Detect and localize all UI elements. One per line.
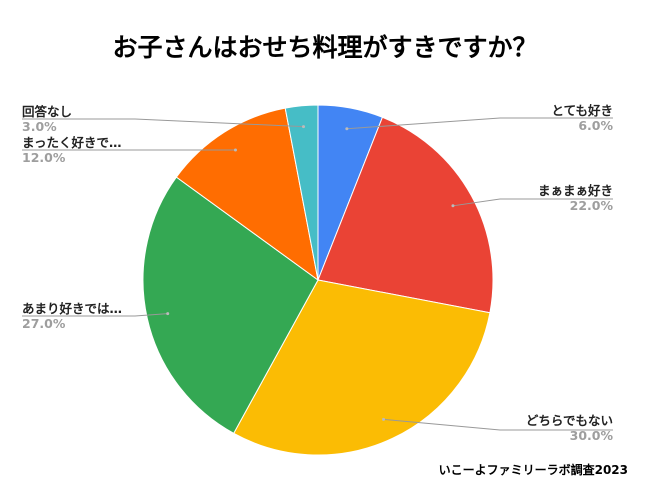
leader-dot-4: [233, 148, 237, 152]
leader-dot-2: [382, 417, 386, 421]
pie-slice-4: [175, 107, 319, 282]
pie-slice-3: [142, 176, 319, 435]
slice-label-3: あまり好きでは… 27.0%: [22, 301, 122, 331]
slice-name: 回答なし: [22, 104, 73, 119]
leader-line-1: [452, 198, 613, 207]
slice-label-4: まったく好きで… 12.0%: [22, 135, 122, 165]
chart-title: お子さんはおせち料理がすきですか？: [112, 33, 538, 62]
leader-dot-5: [302, 125, 306, 129]
slice-name: とても好き: [551, 103, 613, 118]
slice-percent: 27.0%: [22, 316, 66, 331]
slice-name: まぁまぁ好き: [537, 183, 613, 198]
slice-label-1: まぁまぁ好き 22.0%: [538, 183, 613, 213]
slice-percent: 12.0%: [22, 150, 66, 165]
slice-name: まったく好きで…: [22, 135, 122, 150]
leader-dot-0: [345, 127, 349, 131]
slice-percent: 30.0%: [569, 428, 613, 443]
slice-percent: 3.0%: [22, 119, 57, 134]
slice-label-5: 回答なし 3.0%: [22, 104, 72, 134]
slice-label-2: どちらでもない 30.0%: [526, 413, 613, 443]
slice-name: あまり好きでは…: [22, 301, 123, 316]
leader-dot-3: [166, 312, 170, 316]
slice-name: どちらでもない: [525, 413, 613, 428]
source-footer: いこーよファミリーラボ調査2023: [438, 463, 628, 477]
slice-percent: 6.0%: [578, 118, 613, 133]
slice-label-0: とても好き 6.0%: [551, 103, 613, 133]
leader-dot-1: [451, 204, 455, 208]
slice-percent: 22.0%: [569, 198, 613, 213]
leader-line-3: [22, 313, 168, 317]
leader-line-5: [22, 118, 304, 128]
pie-slice-2: [233, 279, 491, 456]
leader-line-2: [383, 418, 613, 431]
leader-line-0: [346, 117, 613, 130]
pie-slice-1: [317, 116, 494, 314]
pie-slice-5: [284, 104, 319, 281]
